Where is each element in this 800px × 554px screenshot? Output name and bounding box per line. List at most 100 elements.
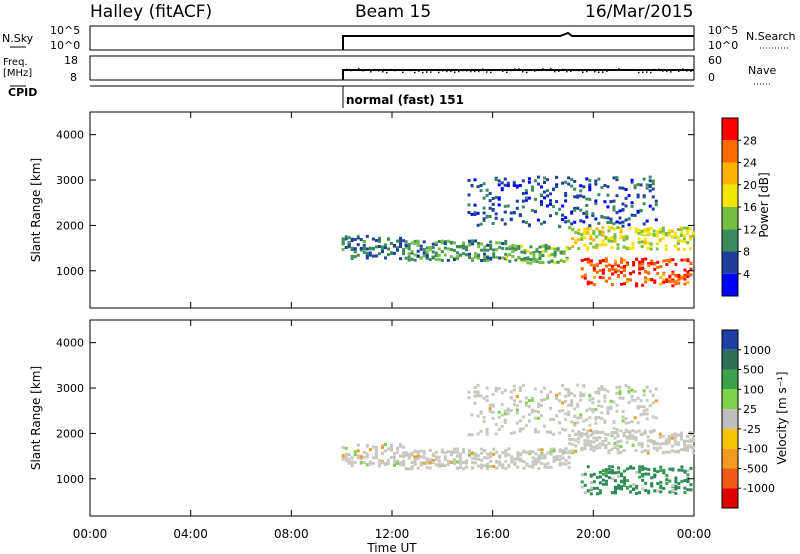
data-cell <box>489 455 493 459</box>
data-cell <box>389 456 393 460</box>
data-cell <box>685 241 689 245</box>
data-cell <box>489 460 493 464</box>
data-cell <box>627 223 631 227</box>
data-cell <box>489 247 493 251</box>
data-cell <box>428 448 432 452</box>
data-cell <box>637 240 641 244</box>
data-cell <box>555 458 559 462</box>
power-x-axis <box>89 112 695 308</box>
data-cell <box>607 239 611 243</box>
data-cell <box>527 399 531 403</box>
data-cell <box>480 458 484 462</box>
data-cell <box>564 394 568 398</box>
data-cell <box>529 251 533 255</box>
data-cell <box>553 247 557 251</box>
data-cell <box>413 242 417 246</box>
data-cell <box>655 230 659 234</box>
data-cell <box>640 442 644 446</box>
data-cell <box>638 260 642 264</box>
y-tick-label: 4000 <box>56 129 84 142</box>
data-cell <box>350 239 354 243</box>
data-cell <box>628 430 632 434</box>
data-cell <box>564 418 568 422</box>
data-cell <box>479 394 483 398</box>
data-cell <box>630 180 634 184</box>
data-cell <box>574 444 578 448</box>
data-cell <box>413 258 417 262</box>
data-cell <box>482 415 486 419</box>
data-cell <box>399 461 403 465</box>
data-cell <box>410 461 414 465</box>
data-cell <box>588 394 592 398</box>
data-cell <box>511 244 515 248</box>
data-cell <box>603 394 607 398</box>
colorbar-tick-label: 8 <box>743 246 750 259</box>
data-cell <box>482 419 486 423</box>
noise-tick-low-left: 10^0 <box>50 39 80 52</box>
data-cell <box>639 404 643 408</box>
nave-dot <box>382 71 384 73</box>
data-cell <box>482 182 486 186</box>
data-cell <box>428 248 432 252</box>
nave-tick-high: 60 <box>708 54 722 67</box>
data-cell <box>505 254 509 258</box>
data-cell <box>498 256 502 260</box>
data-cell <box>615 194 619 198</box>
data-cell <box>353 255 357 259</box>
data-cell <box>686 477 690 481</box>
data-cell <box>455 251 459 255</box>
data-cell <box>564 451 568 455</box>
data-cell <box>552 459 556 463</box>
data-cell <box>536 175 540 179</box>
data-cell <box>483 456 487 460</box>
data-cell <box>677 468 681 472</box>
data-cell <box>645 186 649 190</box>
data-cell <box>648 404 652 408</box>
data-cell <box>479 184 483 188</box>
data-cell <box>623 478 627 482</box>
data-cell <box>610 235 614 239</box>
data-cell <box>383 443 387 447</box>
data-cell <box>659 265 663 269</box>
data-cell <box>521 427 525 431</box>
data-cell <box>399 236 403 240</box>
data-cell <box>539 193 543 197</box>
data-cell <box>425 246 429 250</box>
data-cell <box>419 455 423 459</box>
colorbar-tick-label: 20 <box>743 179 757 192</box>
data-cell <box>659 469 663 473</box>
data-cell <box>488 409 492 413</box>
data-cell <box>497 179 501 183</box>
data-cell <box>645 412 649 416</box>
data-cell <box>649 232 653 236</box>
data-cell <box>543 196 546 200</box>
data-cell <box>620 257 624 261</box>
data-cell <box>641 478 645 482</box>
data-cell <box>610 245 614 249</box>
data-cell <box>558 421 562 425</box>
data-cell <box>679 227 683 231</box>
data-cell <box>356 243 360 247</box>
data-cell <box>571 237 575 241</box>
data-cell <box>356 443 360 447</box>
data-cell <box>422 251 426 255</box>
data-cell <box>677 281 681 285</box>
colorbar-tick-label: 24 <box>743 157 757 170</box>
data-cell <box>644 467 648 471</box>
nave-dot <box>534 70 536 72</box>
colorbar-tick-label: 16 <box>743 201 757 214</box>
data-cell <box>607 467 611 471</box>
data-cell <box>428 461 432 465</box>
data-cell <box>651 415 655 419</box>
data-cell <box>477 454 481 458</box>
data-cell <box>651 207 655 211</box>
data-cell <box>656 265 660 269</box>
data-cell <box>455 447 459 451</box>
data-cell <box>489 256 493 260</box>
data-cell <box>588 178 592 182</box>
data-cell <box>396 248 400 252</box>
data-cell <box>410 250 414 254</box>
data-cell <box>610 431 614 435</box>
data-cell <box>595 270 599 274</box>
data-cell <box>671 484 675 488</box>
